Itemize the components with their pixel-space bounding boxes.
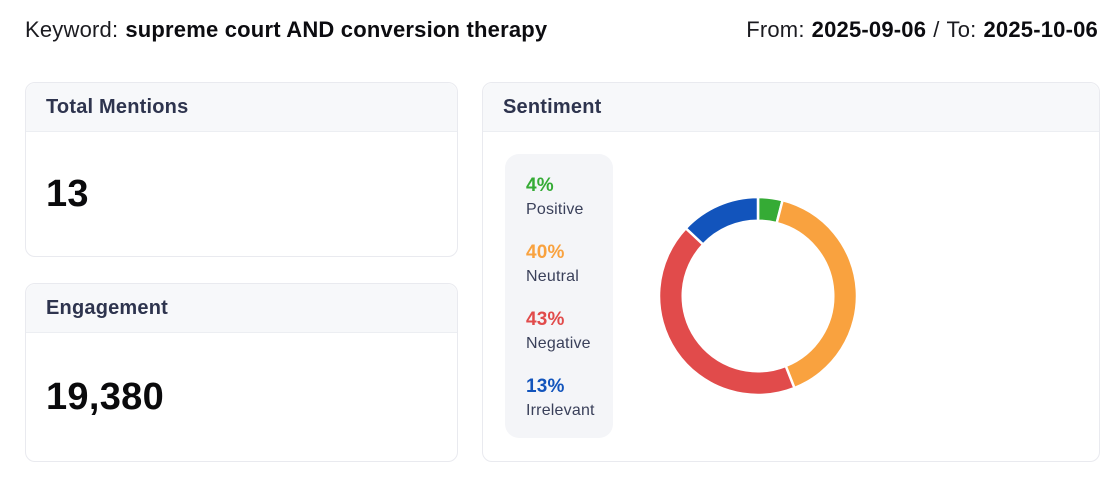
engagement-body: 19,380: [26, 333, 457, 462]
sentiment-legend: 4% Positive 40% Neutral 43% Negative 13% Irrele…: [505, 154, 613, 438]
to-label: To:: [946, 17, 977, 42]
from-label: From:: [746, 17, 805, 42]
engagement-card-header: Engagement: [26, 284, 457, 333]
donut-svg[interactable]: [648, 186, 868, 406]
date-separator: /: [933, 17, 940, 42]
legend-value-neutral: 40%: [526, 242, 565, 263]
legend-value-positive: 4%: [526, 175, 554, 196]
from-date: 2025-09-06: [811, 17, 927, 42]
keyword-label: Keyword:: [25, 17, 119, 42]
donut-slice-negative[interactable]: [657, 226, 796, 397]
date-range-header: From: 2025-09-06/To: 2025-10-06: [746, 17, 1098, 43]
sentiment-card: Sentiment 4% Positive 40% Neutral 43% Negativ…: [482, 82, 1100, 462]
legend-item-irrelevant: 13% Irrelevant: [526, 376, 613, 420]
sentiment-card-header: Sentiment: [483, 83, 1099, 132]
keyword-header: Keyword: supreme court AND conversion the…: [25, 17, 547, 43]
keyword-value: supreme court AND conversion therapy: [125, 17, 548, 42]
total-mentions-card-header: Total Mentions: [26, 83, 457, 132]
to-date: 2025-10-06: [983, 17, 1098, 42]
total-mentions-card: Total Mentions 13: [25, 82, 458, 257]
legend-value-irrelevant: 13%: [526, 376, 565, 397]
legend-label-neutral: Neutral: [526, 268, 579, 285]
legend-item-neutral: 40% Neutral: [526, 242, 613, 286]
legend-item-negative: 43% Negative: [526, 309, 613, 353]
engagement-card: Engagement 19,380: [25, 283, 458, 462]
total-mentions-value: 13: [46, 173, 89, 215]
donut-slice-neutral[interactable]: [775, 198, 859, 390]
legend-value-negative: 43%: [526, 309, 565, 330]
legend-item-positive: 4% Positive: [526, 175, 613, 219]
legend-label-negative: Negative: [526, 335, 591, 352]
sentiment-donut-chart[interactable]: [648, 186, 868, 406]
total-mentions-title: Total Mentions: [46, 95, 189, 118]
engagement-title: Engagement: [46, 296, 169, 319]
legend-label-irrelevant: Irrelevant: [526, 402, 595, 419]
donut-slice-irrelevant[interactable]: [684, 195, 760, 246]
total-mentions-body: 13: [26, 132, 457, 257]
legend-label-positive: Positive: [526, 201, 584, 218]
engagement-value: 19,380: [46, 376, 165, 418]
sentiment-title: Sentiment: [503, 95, 602, 118]
